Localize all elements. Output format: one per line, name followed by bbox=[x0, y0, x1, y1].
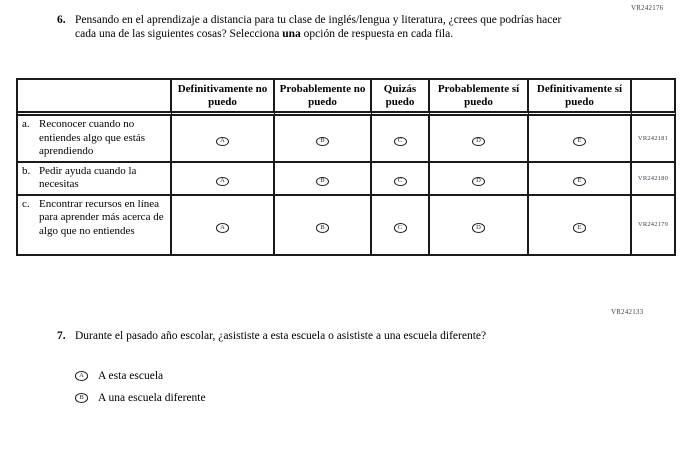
row-b-cell-b: B bbox=[275, 162, 372, 196]
bubble-row-c-option-e[interactable]: E bbox=[573, 223, 586, 233]
bubble-letter: D bbox=[476, 176, 481, 184]
question-7-options: A A esta escuela B A una escuela diferen… bbox=[75, 370, 206, 414]
row-c-label-cell: c. Encontrar recursos en línea para apre… bbox=[18, 195, 172, 256]
question-6-text-start: Pensando en el aprendizaje a distancia p… bbox=[75, 14, 562, 40]
option-bubble-a[interactable]: A bbox=[75, 371, 88, 381]
bubble-letter: D bbox=[476, 137, 481, 145]
row-c-label: Encontrar recursos en línea para aprende… bbox=[39, 197, 164, 237]
bubble-row-b-option-b[interactable]: B bbox=[316, 176, 329, 186]
header-code-cell bbox=[632, 80, 676, 116]
bubble-row-b-option-a[interactable]: A bbox=[216, 176, 229, 186]
row-b-code: VR242180 bbox=[632, 162, 676, 196]
row-c-cell-c: C bbox=[372, 195, 430, 256]
row-a-cell-d: D bbox=[430, 116, 529, 163]
bubble-letter: B bbox=[79, 393, 84, 401]
option-b-label: A una escuela diferente bbox=[98, 392, 206, 404]
bubble-row-c-option-b[interactable]: B bbox=[316, 223, 329, 233]
bubble-letter: E bbox=[577, 223, 582, 231]
row-b-cell-d: D bbox=[430, 162, 529, 196]
response-matrix-table: Definitivamente no puedo Probablemente n… bbox=[16, 78, 676, 256]
bubble-row-b-option-c[interactable]: C bbox=[393, 176, 407, 186]
header-probablemente-si: Probablemente sí puedo bbox=[430, 80, 529, 116]
bubble-row-a-option-c[interactable]: C bbox=[393, 136, 407, 147]
option-bubble-b[interactable]: B bbox=[75, 393, 88, 403]
table-row-b: b. Pedir ayuda cuando la necesitas A B C… bbox=[18, 162, 676, 196]
bubble-letter: A bbox=[220, 223, 225, 231]
option-una-escuela-diferente: B A una escuela diferente bbox=[75, 392, 206, 404]
row-c-cell-d: D bbox=[430, 195, 529, 256]
question-6-number: 6. bbox=[57, 14, 66, 26]
row-b-prefix: b. bbox=[22, 164, 31, 177]
bubble-row-a-option-b[interactable]: B bbox=[316, 136, 329, 147]
bubble-letter: B bbox=[320, 137, 325, 145]
header-quizas: Quizás puedo bbox=[372, 80, 430, 116]
row-a-cell-c: C bbox=[372, 116, 430, 163]
question-7-text: Durante el pasado año escolar, ¿asistist… bbox=[75, 330, 487, 342]
row-b-cell-c: C bbox=[372, 162, 430, 196]
row-c-cell-e: E bbox=[529, 195, 632, 256]
option-a-esta-escuela: A A esta escuela bbox=[75, 370, 206, 382]
table-header-row: Definitivamente no puedo Probablemente n… bbox=[18, 80, 676, 116]
row-a-label-cell: a. Reconocer cuando no entiendes algo qu… bbox=[18, 116, 172, 163]
bubble-row-b-option-d[interactable]: D bbox=[472, 176, 485, 186]
bubble-letter: C bbox=[397, 176, 403, 184]
header-definitivamente-no: Definitivamente no puedo bbox=[172, 80, 275, 116]
bubble-letter: E bbox=[577, 137, 582, 145]
bubble-letter: A bbox=[79, 371, 84, 379]
header-stub-cell bbox=[18, 80, 172, 116]
row-a-cell-a: A bbox=[172, 116, 275, 163]
row-c-code: VR242179 bbox=[632, 195, 676, 256]
bubble-letter: A bbox=[220, 176, 225, 184]
form-code-q6: VR242176 bbox=[631, 4, 664, 12]
header-definitivamente-si: Definitivamente sí puedo bbox=[529, 80, 632, 116]
bubble-letter: B bbox=[320, 176, 325, 184]
row-a-code: VR242181 bbox=[632, 116, 676, 163]
question-7-number: 7. bbox=[57, 330, 66, 342]
bubble-row-a-option-a[interactable]: A bbox=[216, 136, 229, 147]
row-c-cell-a: A bbox=[172, 195, 275, 256]
header-probablemente-no: Probablemente no puedo bbox=[275, 80, 372, 116]
row-b-cell-a: A bbox=[172, 162, 275, 196]
row-a-label: Reconocer cuando no entiendes algo que e… bbox=[39, 118, 145, 157]
bubble-letter: C bbox=[397, 223, 403, 231]
bubble-row-c-option-d[interactable]: D bbox=[472, 223, 485, 233]
row-a-prefix: a. bbox=[22, 118, 30, 130]
bubble-row-b-option-e[interactable]: E bbox=[573, 176, 586, 186]
row-b-cell-e: E bbox=[529, 162, 632, 196]
row-b-label-cell: b. Pedir ayuda cuando la necesitas bbox=[18, 162, 172, 196]
bubble-row-a-option-e[interactable]: E bbox=[573, 136, 586, 147]
bubble-row-a-option-d[interactable]: D bbox=[472, 136, 485, 147]
bubble-row-c-option-c[interactable]: C bbox=[393, 223, 407, 233]
row-a-cell-e: E bbox=[529, 116, 632, 163]
bubble-letter: B bbox=[320, 223, 325, 231]
question-6-text-end: opción de respuesta en cada fila. bbox=[300, 28, 454, 40]
bubble-letter: A bbox=[220, 137, 225, 145]
question-6: 6. Pensando en el aprendizaje a distanci… bbox=[57, 13, 580, 41]
question-6-bold-word: una bbox=[282, 28, 301, 40]
question-6-text: Pensando en el aprendizaje a distancia p… bbox=[75, 13, 580, 41]
question-7: 7. Durante el pasado año escolar, ¿asist… bbox=[57, 329, 543, 343]
bubble-letter: C bbox=[397, 137, 403, 145]
row-c-prefix: c. bbox=[22, 197, 30, 210]
option-a-label: A esta escuela bbox=[98, 370, 164, 382]
table-row-a: a. Reconocer cuando no entiendes algo qu… bbox=[18, 116, 676, 163]
table-row-c: c. Encontrar recursos en línea para apre… bbox=[18, 195, 676, 256]
row-a-cell-b: B bbox=[275, 116, 372, 163]
row-b-label: Pedir ayuda cuando la necesitas bbox=[39, 164, 137, 191]
bubble-letter: E bbox=[577, 176, 582, 184]
bubble-letter: D bbox=[476, 223, 481, 231]
form-code-q7: VR242133 bbox=[611, 308, 644, 316]
row-c-cell-b: B bbox=[275, 195, 372, 256]
bubble-row-c-option-a[interactable]: A bbox=[216, 223, 229, 233]
